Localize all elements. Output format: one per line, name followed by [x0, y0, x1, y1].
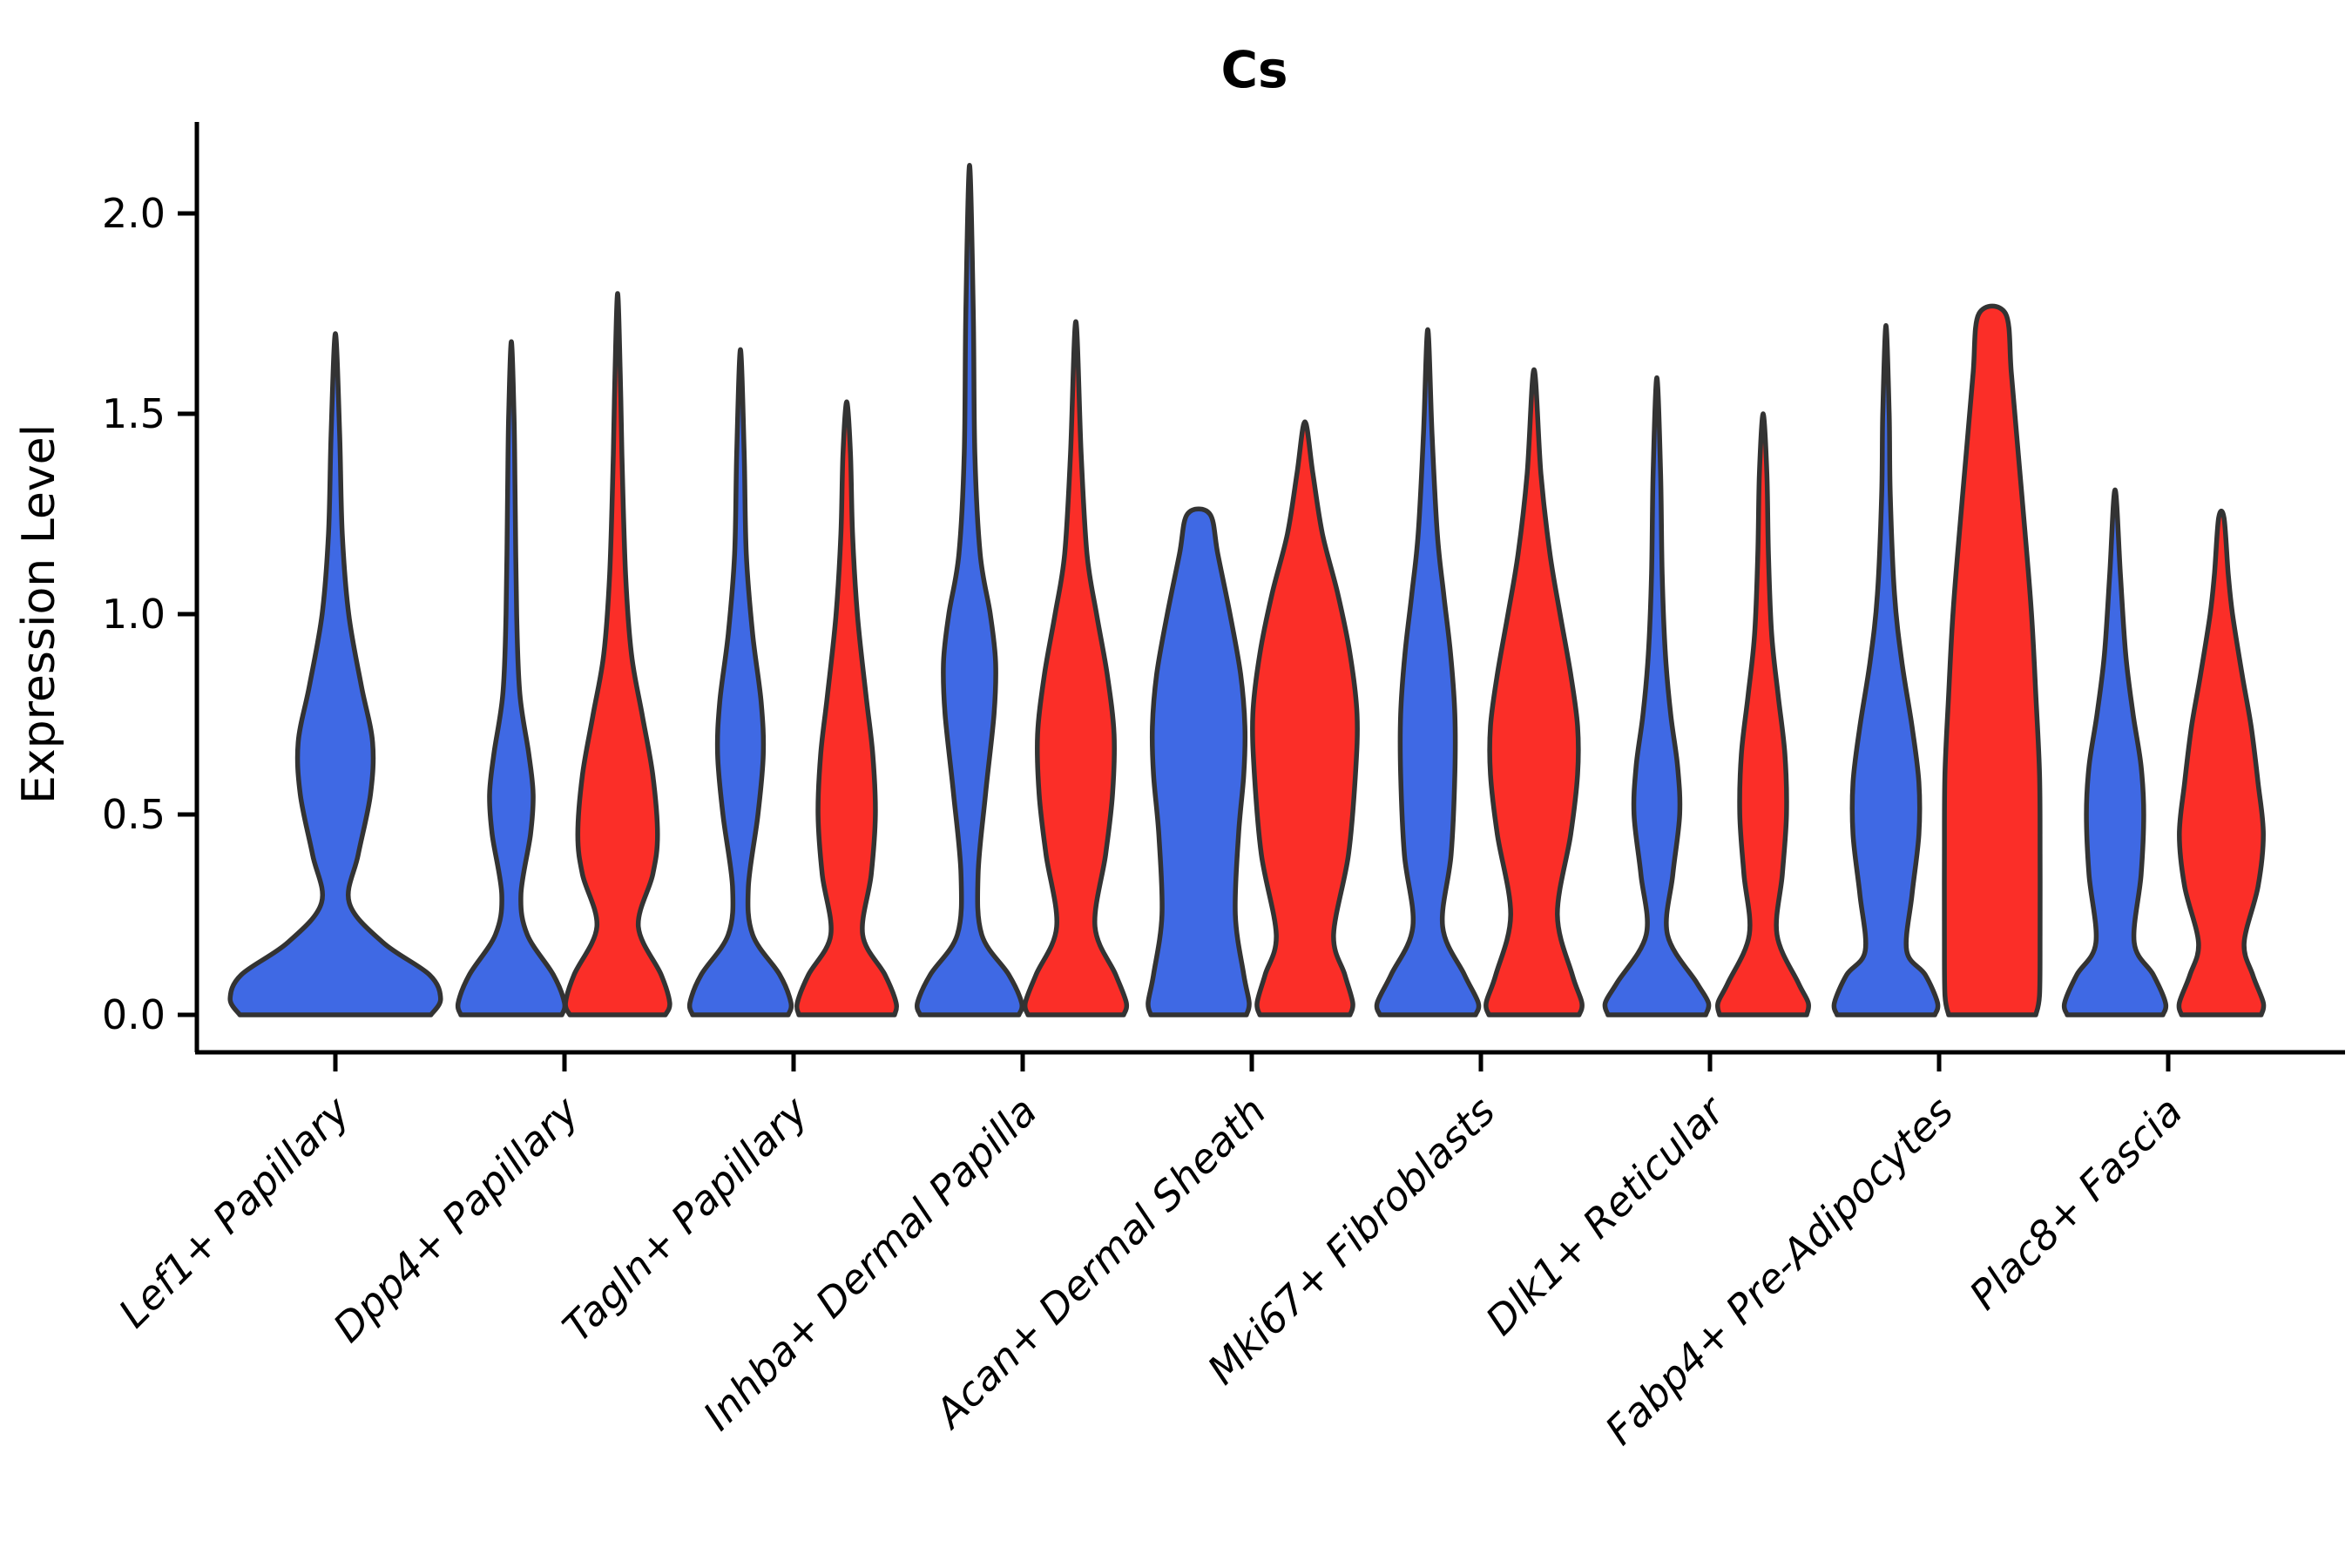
violin-acan-dermal-sheath-blue — [1146, 506, 1252, 1017]
violin-plac8-fascia-blue — [2061, 487, 2169, 1017]
y-tick-label-0.5: 0.5 — [102, 791, 166, 838]
violin-dpp4-papillary-blue — [455, 339, 568, 1017]
violin-plac8-fascia-red — [2176, 508, 2267, 1017]
x-tick-label-lef1-papillary: Lef1+ Papillary — [110, 1087, 359, 1336]
violin-fabp4-pre-adipocytes-blue — [1831, 323, 1941, 1017]
violin-dlk1-reticular-blue — [1602, 375, 1712, 1017]
violin-tagln-papillary-blue — [686, 347, 794, 1017]
violin-inhba-dermal-papilla-red — [1022, 319, 1130, 1017]
y-tick-label-1.0: 1.0 — [102, 591, 166, 638]
x-tick-label-dpp4-papillary: Dpp4+ Papillary — [324, 1087, 588, 1351]
violin-lef1-papillary-blue — [227, 331, 443, 1017]
violin-tagln-papillary-red — [794, 399, 900, 1017]
violins-layer — [227, 163, 2267, 1017]
violin-fabp4-pre-adipocytes-red — [1942, 303, 2043, 1017]
violin-dpp4-papillary-red — [563, 291, 672, 1017]
y-axis-label: Expression Level — [13, 424, 65, 804]
y-tick-label-1.5: 1.5 — [102, 390, 166, 437]
x-tick-label-dlk1-reticular: Dlk1+ Reticular — [1477, 1085, 1735, 1344]
y-tick-label-0.0: 0.0 — [102, 991, 166, 1038]
violin-acan-dermal-sheath-red — [1250, 419, 1360, 1017]
x-tick-label-plac8-fascia: Plac8+ Fascia — [1960, 1087, 2191, 1318]
y-tick-label-2.0: 2.0 — [102, 190, 166, 237]
violin-mki67-fibroblasts-red — [1484, 367, 1585, 1017]
violin-inhba-dermal-papilla-blue — [915, 163, 1024, 1017]
chart-title: Cs — [1220, 40, 1288, 99]
x-tick-label-tagln-papillary: Tagln+ Papillary — [553, 1087, 817, 1351]
violin-mki67-fibroblasts-blue — [1374, 327, 1482, 1017]
violin-dlk1-reticular-red — [1714, 411, 1812, 1017]
